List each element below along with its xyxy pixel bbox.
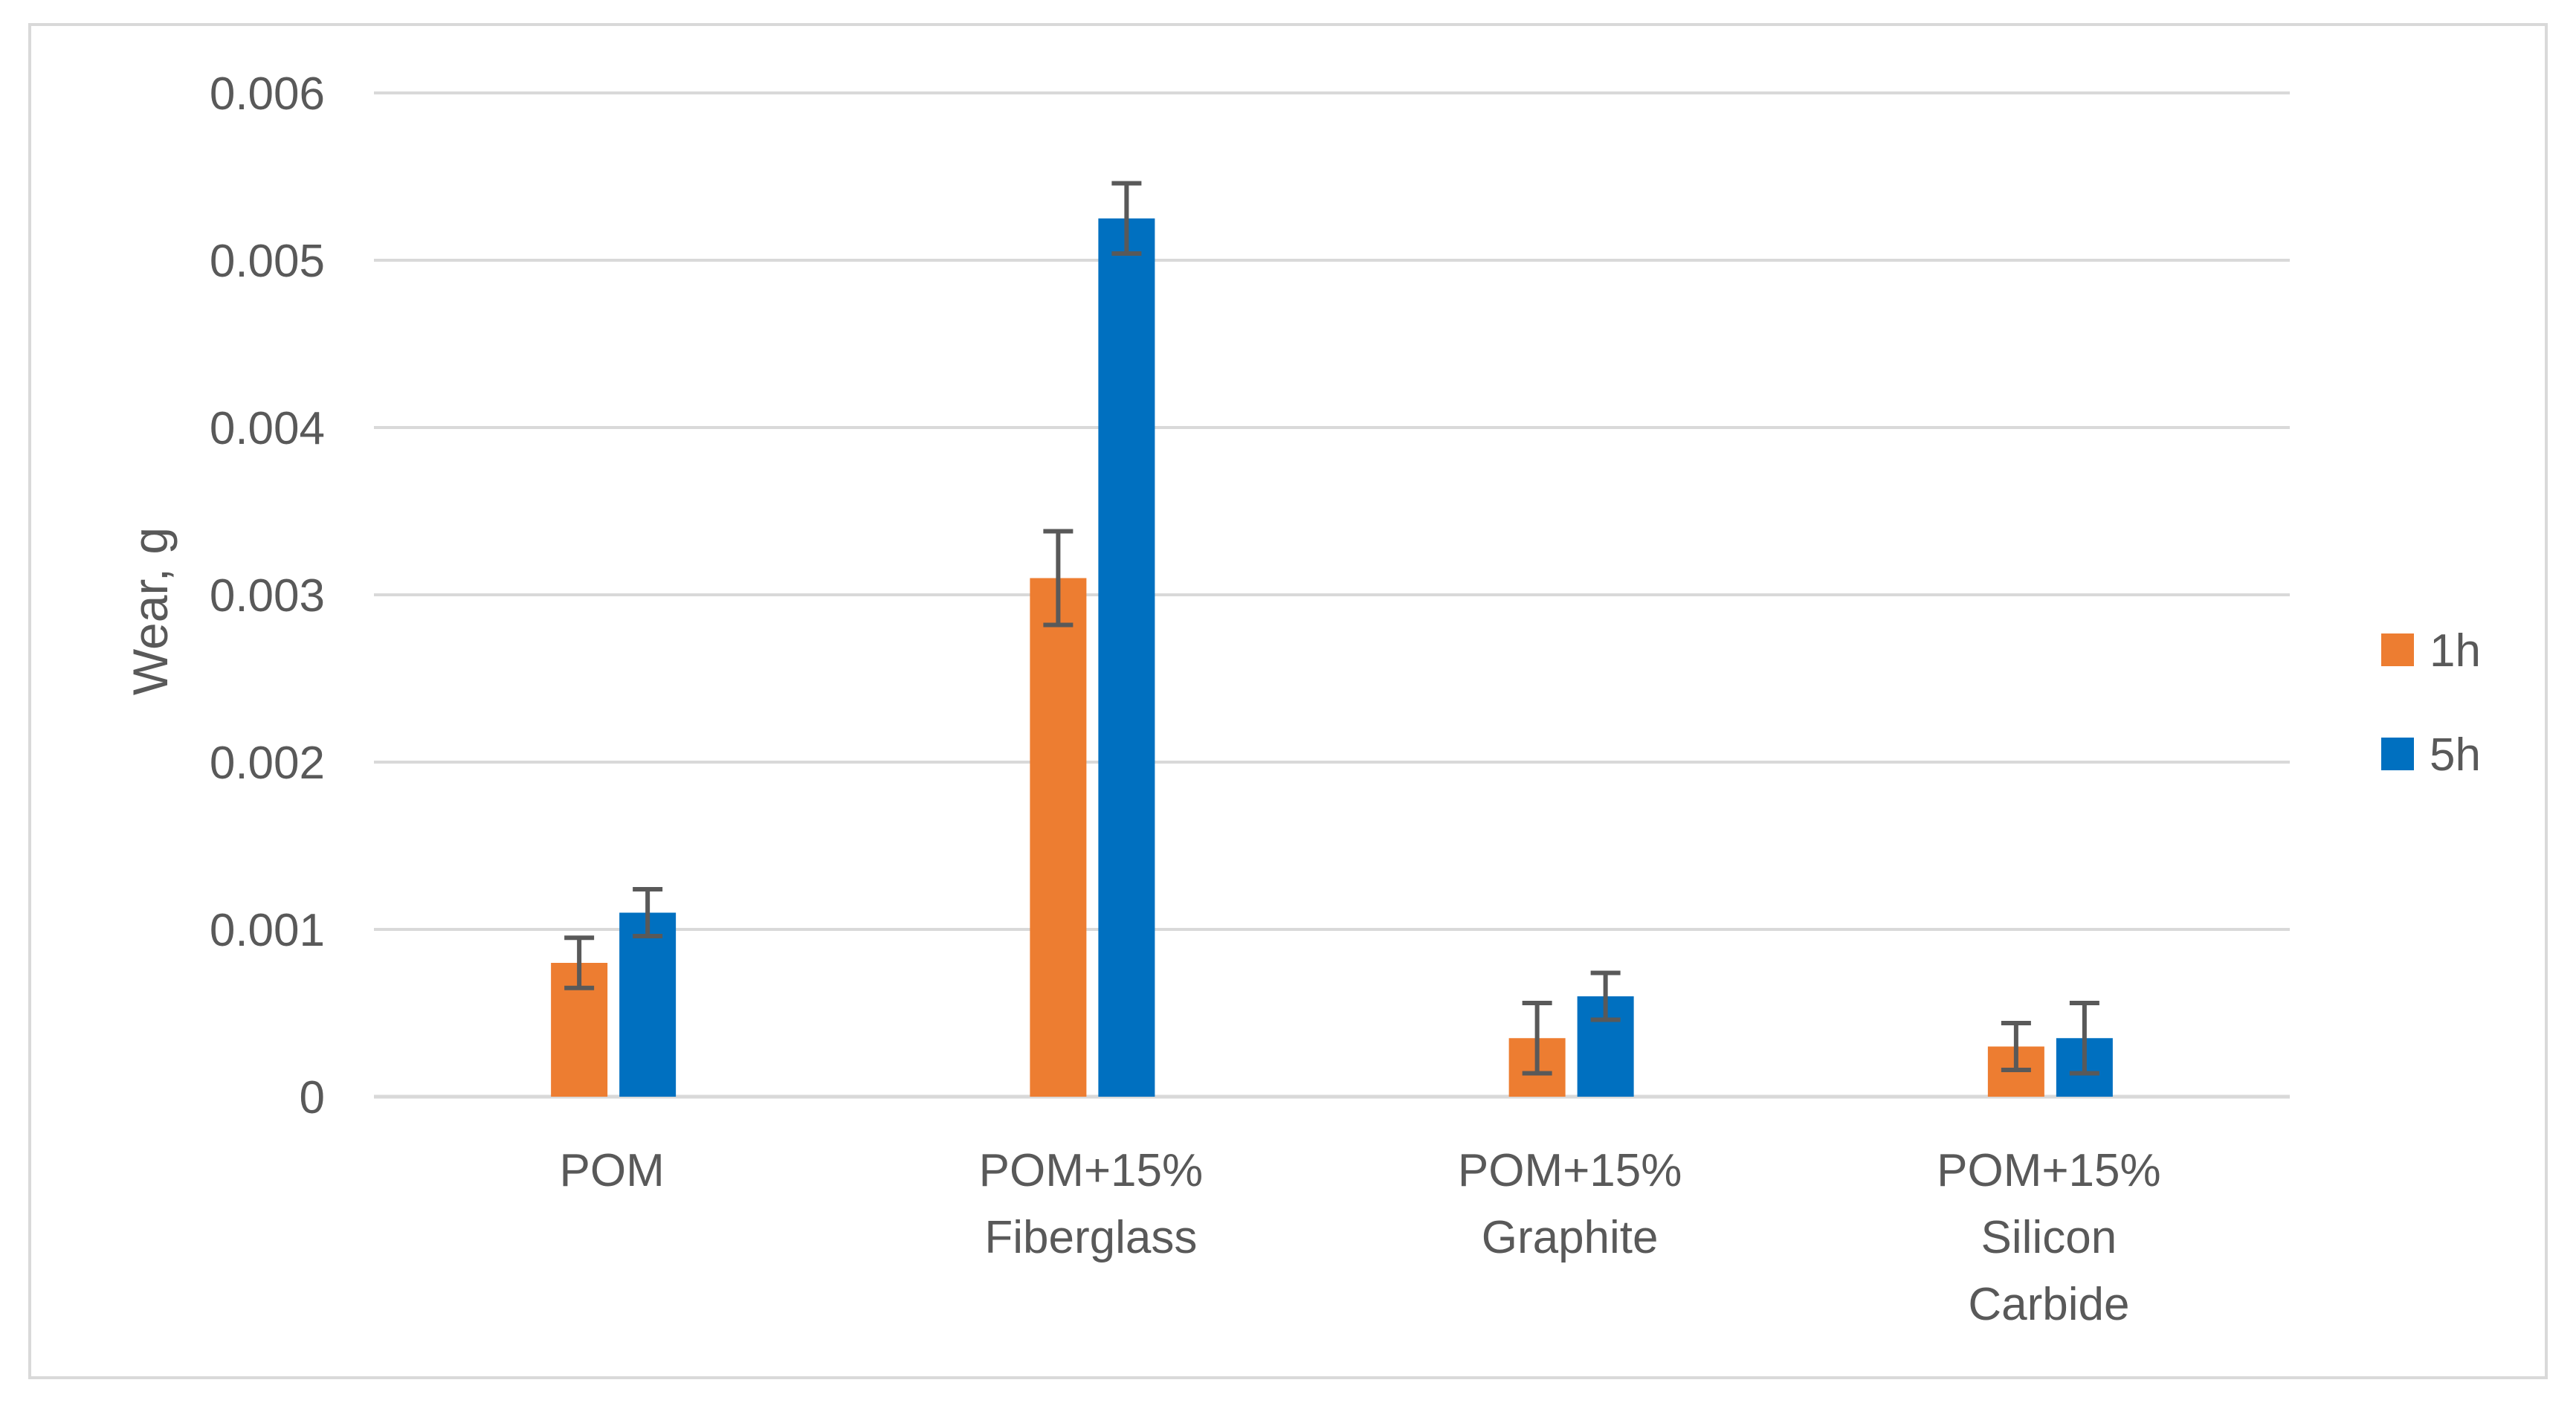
bar-5h-1 xyxy=(1098,218,1155,1097)
y-tick-label: 0.005 xyxy=(210,236,325,287)
error-bar-5h-0 xyxy=(633,887,663,938)
y-tick-label: 0.006 xyxy=(210,68,325,120)
chart-frame xyxy=(28,23,2548,1379)
y-axis-tick-labels: 0 0.001 0.002 0.003 0.004 0.005 0.006 xyxy=(210,68,325,1123)
y-tick-label: 0.001 xyxy=(210,905,325,956)
gridlines xyxy=(374,91,2290,1099)
error-bar-1h-0 xyxy=(564,935,595,990)
y-tick-label: 0.003 xyxy=(210,570,325,622)
y-axis-label: Wear, g xyxy=(123,527,178,695)
y-tick-label: 0.002 xyxy=(210,738,325,789)
bars xyxy=(551,218,2113,1097)
error-bar-1h-1 xyxy=(1043,529,1074,628)
error-bar-5h-1 xyxy=(1111,181,1142,256)
legend-label-1h: 1h xyxy=(2430,625,2481,677)
error-bar-5h-3 xyxy=(2069,1001,2099,1076)
x-category-label: POM xyxy=(560,1145,665,1196)
error-bar-5h-2 xyxy=(1590,970,1621,1022)
x-category-label: POM+15% Fiberglass xyxy=(979,1145,1204,1263)
error-bar-1h-2 xyxy=(1522,1001,1552,1076)
error-bars xyxy=(564,181,2099,1076)
x-category-label: POM+15% Graphite xyxy=(1458,1145,1682,1263)
bar-5h-0 xyxy=(619,912,677,1097)
x-axis-category-labels: POM POM+15% Fiberglass POM+15% Graphite POM+1… xyxy=(560,1145,2161,1330)
bar-1h-1 xyxy=(1030,578,1087,1097)
error-bar-1h-3 xyxy=(2001,1021,2031,1072)
legend: 1h 5h xyxy=(2381,625,2481,781)
y-tick-label: 0 xyxy=(300,1072,325,1123)
legend-label-5h: 5h xyxy=(2430,729,2481,781)
y-tick-label: 0.004 xyxy=(210,403,325,454)
legend-swatch-1h xyxy=(2381,633,2414,666)
legend-swatch-5h xyxy=(2381,738,2414,770)
x-category-label: POM+15% Silicon Carbide xyxy=(1937,1145,2161,1330)
